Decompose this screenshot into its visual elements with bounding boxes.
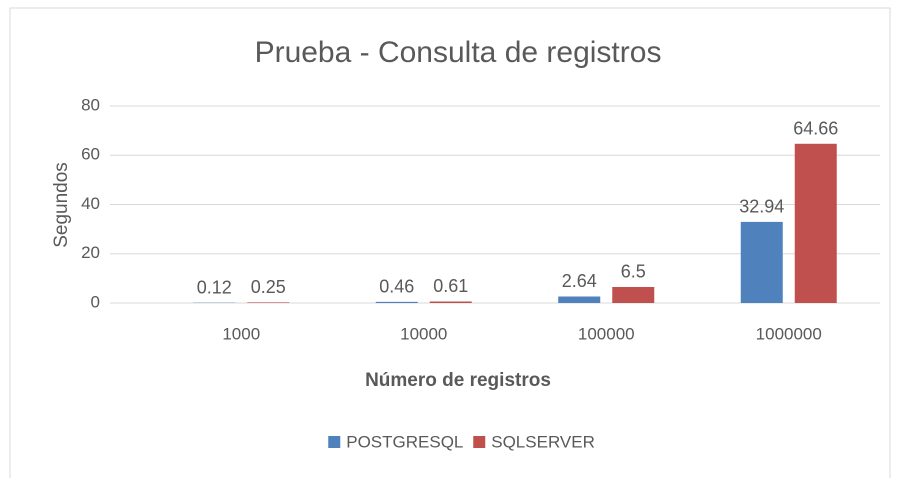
legend-swatch	[473, 436, 486, 448]
y-tick-label: 80	[81, 95, 100, 114]
bar	[794, 143, 837, 303]
y-tick-label: 0	[91, 292, 100, 311]
x-tick-label: 100000	[578, 324, 635, 343]
bar	[740, 221, 783, 303]
data-label: 2.64	[562, 271, 597, 291]
data-label: 0.46	[379, 277, 414, 297]
y-tick-label: 40	[81, 194, 100, 213]
y-tick-label: 20	[81, 243, 100, 262]
chart-title: Prueba - Consulta de registros	[255, 36, 662, 69]
x-tick-label: 1000	[222, 324, 260, 343]
data-label: 64.66	[793, 119, 838, 139]
legend-swatch	[328, 436, 341, 448]
x-tick-label: 1000000	[756, 324, 822, 343]
legend-label: SQLSERVER	[491, 432, 595, 451]
data-label: 0.12	[197, 277, 232, 297]
data-label: 32.94	[739, 197, 784, 217]
x-axis-title: Número de registros	[365, 370, 551, 391]
legend-label: POSTGRESQL	[346, 432, 463, 451]
bar	[558, 296, 601, 303]
data-label: 0.25	[251, 277, 286, 297]
y-axis-title: Segundos	[51, 162, 72, 248]
bar	[375, 301, 418, 303]
x-tick-label: 10000	[400, 324, 447, 343]
data-label: 0.61	[433, 276, 468, 296]
bar	[429, 301, 472, 303]
data-label: 6.5	[621, 262, 646, 282]
bar	[247, 302, 290, 303]
y-tick-label: 60	[81, 145, 100, 164]
chart-border	[9, 7, 891, 478]
bar	[612, 286, 655, 303]
